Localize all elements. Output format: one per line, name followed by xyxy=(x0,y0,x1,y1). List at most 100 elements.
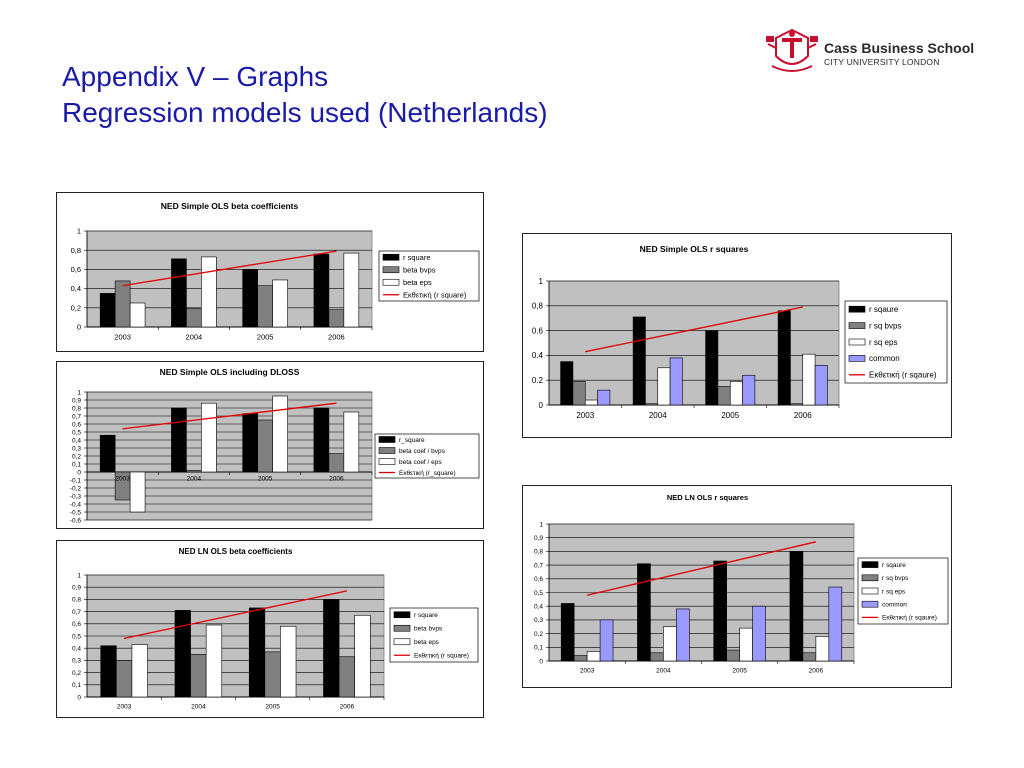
y-tick-label: 0,6 xyxy=(72,621,81,628)
bar xyxy=(645,403,659,406)
y-tick-label: 0,5 xyxy=(72,633,81,640)
bar xyxy=(717,386,731,406)
y-tick-label: 1 xyxy=(77,572,81,579)
y-tick-label: 0 xyxy=(77,469,81,476)
y-tick-label: 0,2 xyxy=(72,453,81,460)
legend-swatch xyxy=(861,600,879,608)
x-tick-label: 2006 xyxy=(809,668,824,675)
legend-swatch xyxy=(378,447,396,454)
y-tick-label: -0,1 xyxy=(70,477,82,484)
y-tick-label: 0,7 xyxy=(534,562,543,569)
y-tick-label: -0,3 xyxy=(70,493,82,500)
y-tick-label: 0,4 xyxy=(534,603,543,610)
bar xyxy=(777,310,791,406)
x-tick-label: 2003 xyxy=(117,704,132,711)
bar xyxy=(257,419,273,473)
bar xyxy=(248,607,266,698)
y-tick-label: 0,5 xyxy=(72,429,81,436)
y-tick-label: 0,2 xyxy=(71,303,81,312)
y-tick-label: 0,3 xyxy=(72,658,81,665)
legend-swatch xyxy=(861,561,879,568)
chart-ln-beta-coefficients: NED LN OLS beta coefficients 0 0,1 0,2 0,3 0,… xyxy=(56,540,484,718)
y-tick-label: 0,8 xyxy=(71,246,81,255)
slide-title-line2: Regression models used (Netherlands) xyxy=(62,97,548,128)
legend-label: beta bvps xyxy=(403,265,436,274)
chart-title: NED LN OLS r squares xyxy=(667,493,748,502)
bar xyxy=(242,269,258,328)
bar xyxy=(186,308,202,328)
legend-label: r sq bvps xyxy=(869,321,901,330)
bar xyxy=(632,316,646,406)
x-tick-label: 2005 xyxy=(257,333,274,342)
legend-swatch xyxy=(382,278,400,286)
y-tick-label: 0,6 xyxy=(71,265,81,274)
x-tick-label: 2004 xyxy=(187,476,202,483)
legend-label: common xyxy=(869,354,900,363)
x-tick-label: 2006 xyxy=(328,333,345,342)
y-tick-label: 0,3 xyxy=(72,445,81,452)
bar xyxy=(597,389,611,406)
legend-label: beta eps xyxy=(403,278,432,287)
bar xyxy=(129,302,146,328)
x-tick-label: 2006 xyxy=(794,411,812,420)
chart-svg: NED Simple OLS beta coefficients 0 0,2 0,4 0… xyxy=(71,201,480,342)
bar xyxy=(560,603,575,662)
x-tick-label: 2003 xyxy=(114,333,131,342)
bar xyxy=(713,560,727,662)
chart-svg: NED Simple OLS r squares 0 0.2 0.4 0.6 0,8 1 20… xyxy=(532,244,948,420)
chart-title: NED Simple OLS including DLOSS xyxy=(160,367,300,377)
legend-swatch xyxy=(848,322,866,329)
bar xyxy=(828,586,843,662)
logo: Cass Business School CITY UNIVERSITY LON… xyxy=(764,26,1004,76)
legend-label: beta coef / bvps xyxy=(399,448,446,455)
legend-label: Εκθετική (r square) xyxy=(403,290,467,299)
bar xyxy=(790,403,804,406)
chart-r-squares: NED Simple OLS r squares 0 0.2 0.4 0.6 0,8 1 20… xyxy=(522,233,952,438)
bar xyxy=(99,434,116,473)
y-tick-label: 1 xyxy=(77,227,81,236)
bar xyxy=(752,605,766,662)
y-tick-label: 0,7 xyxy=(72,413,81,420)
bar xyxy=(343,411,360,473)
y-tick-label: 0,2 xyxy=(534,631,543,638)
bar xyxy=(726,649,740,662)
y-tick-label: 1 xyxy=(539,521,543,528)
legend-label: r square xyxy=(403,253,431,262)
bar xyxy=(676,608,690,662)
x-tick-label: 2003 xyxy=(576,411,594,420)
x-tick-label: 2004 xyxy=(656,668,671,675)
legend-swatch xyxy=(848,305,866,313)
legend-label: r square xyxy=(414,612,438,619)
x-tick-label: 2005 xyxy=(265,704,280,711)
legend-swatch xyxy=(393,624,411,632)
y-tick-label: 0,4 xyxy=(72,437,81,444)
bar xyxy=(114,280,131,328)
chart-svg: NED LN OLS r squares 0 0,1 0,2 0,3 0,4 0,5 0,6 0… xyxy=(534,493,949,675)
y-tick-label: 0,9 xyxy=(534,535,543,542)
legend-label: beta eps xyxy=(414,639,440,646)
x-tick-label: 2004 xyxy=(186,333,203,342)
y-tick-label: 0.4 xyxy=(532,351,544,360)
y-tick-label: -0,5 xyxy=(70,509,82,516)
y-tick-label: 0,2 xyxy=(72,670,81,677)
bar xyxy=(572,381,586,406)
trend-line xyxy=(123,590,348,640)
bar xyxy=(313,253,330,328)
slide-title-line1: Appendix V – Graphs xyxy=(62,61,329,92)
bar xyxy=(789,551,804,662)
bar xyxy=(328,309,345,328)
chart-svg: NED Simple OLS including DLOSS-0,6-0,5-0… xyxy=(70,367,480,524)
legend-label: Εκθετική (r square) xyxy=(414,653,469,660)
y-tick-label: 0,1 xyxy=(72,682,81,689)
bar xyxy=(323,599,340,698)
trend-line xyxy=(586,541,817,596)
bar xyxy=(116,660,133,698)
bar xyxy=(742,374,756,406)
trend-line xyxy=(585,306,803,353)
y-tick-label: 0.6 xyxy=(532,326,544,335)
legend-swatch xyxy=(378,458,396,465)
bar xyxy=(354,614,371,698)
bar xyxy=(802,652,817,662)
bar xyxy=(205,624,223,698)
legend-label: Εκθετική (r sqaure) xyxy=(869,371,937,380)
